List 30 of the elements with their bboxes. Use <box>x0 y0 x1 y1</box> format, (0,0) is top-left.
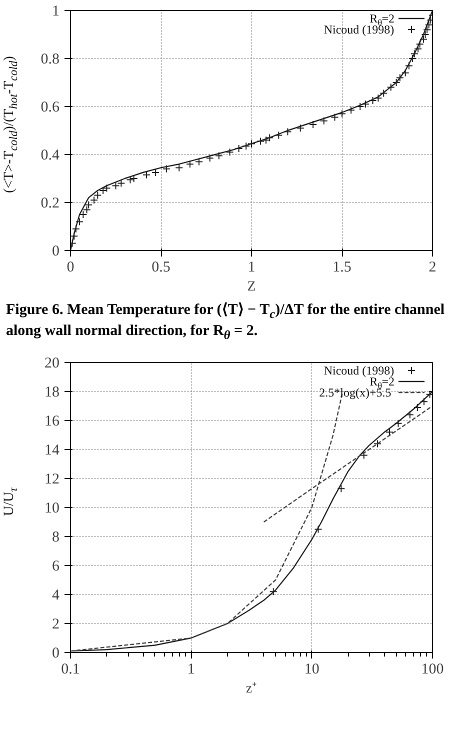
y-tick-label: 10 <box>44 500 60 516</box>
text: Figure 6. Mean Temperature for (⟨T⟩ − T$_{c}$)/ΔT for the entire channel along wall normal direction, for R$_{θ}$ = 2. <box>6 302 445 342</box>
y-tick-label: 6 <box>52 558 60 574</box>
x-tick-label: 1 <box>187 661 195 677</box>
y-tick-label: 8 <box>52 529 60 545</box>
y-tick-label: 20 <box>44 355 60 371</box>
y-tick-label: 1 <box>52 4 60 20</box>
legend-label: Nicoud (1998) <box>324 363 394 377</box>
x-tick-label: 2 <box>428 260 436 276</box>
y-tick-label: 2 <box>52 616 60 632</box>
y-tick-label: 0.8 <box>40 52 60 68</box>
y-tick-label: 0.6 <box>40 100 60 116</box>
y-tick-label: 16 <box>44 413 60 429</box>
y-tick-label: 14 <box>44 442 60 458</box>
x-tick-label: 1 <box>248 260 256 276</box>
x-tick-label: 0.1 <box>61 661 80 677</box>
y-tick-label: 12 <box>44 471 60 487</box>
x-tick-label: 0.5 <box>152 260 170 276</box>
x-tick-label: 1.5 <box>332 260 352 276</box>
y-tick-label: 0 <box>52 645 60 661</box>
x-tick-label: 100 <box>421 661 444 677</box>
y-tick-label: 18 <box>44 384 60 400</box>
x-axis-title: z⁺ <box>246 681 258 696</box>
x-tick-label: 10 <box>304 661 320 677</box>
y-tick-label: 0.2 <box>40 196 60 212</box>
y-tick-label: 0 <box>52 244 60 260</box>
y-tick-label: 4 <box>52 587 60 603</box>
x-axis-title: Z <box>247 280 256 294</box>
x-tick-label: 0 <box>66 260 74 276</box>
y-tick-label: 0.4 <box>40 148 60 164</box>
